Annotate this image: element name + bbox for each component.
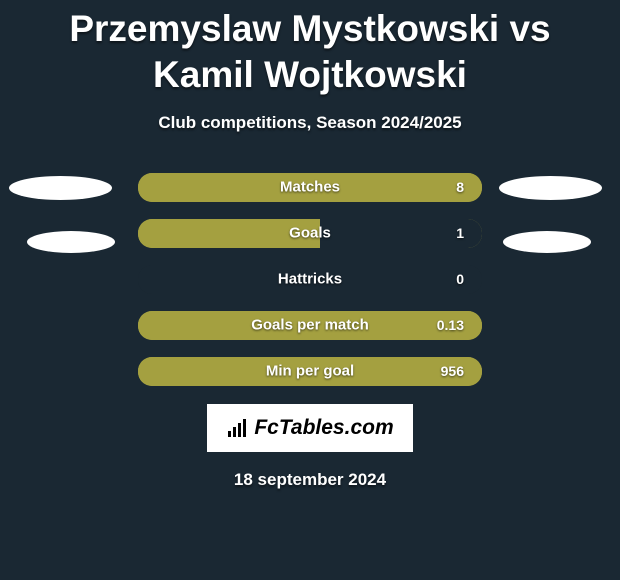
logo-box: FcTables.com [207, 404, 413, 452]
stat-bar-label: Min per goal [266, 363, 354, 380]
comparison-subtitle: Club competitions, Season 2024/2025 [0, 113, 620, 133]
stat-bar-label: Matches [280, 179, 340, 196]
stat-bar-value: 8 [456, 179, 464, 195]
stat-bar: Min per goal 956 [138, 357, 482, 386]
comparison-title: Przemyslaw Mystkowski vs Kamil Wojtkowsk… [0, 0, 620, 99]
stat-bar-value: 1 [456, 225, 464, 241]
stat-bars: Matches 8 Goals 1 Hattricks 0 Goals per match 0… [0, 173, 620, 386]
stat-bar: Goals 1 [138, 219, 482, 248]
snapshot-date: 18 september 2024 [0, 470, 620, 490]
chart-bars-icon [226, 417, 250, 439]
stat-bar-value: 956 [441, 363, 464, 379]
stat-bar-label: Hattricks [278, 271, 342, 288]
logo-text: FcTables.com [254, 416, 393, 440]
stat-bar-label: Goals [289, 225, 331, 242]
stat-bar-value: 0.13 [437, 317, 464, 333]
stat-bar: Hattricks 0 [138, 265, 482, 294]
stat-bar: Matches 8 [138, 173, 482, 202]
stat-bar-label: Goals per match [251, 317, 369, 334]
stat-bar: Goals per match 0.13 [138, 311, 482, 340]
stat-bar-value: 0 [456, 271, 464, 287]
